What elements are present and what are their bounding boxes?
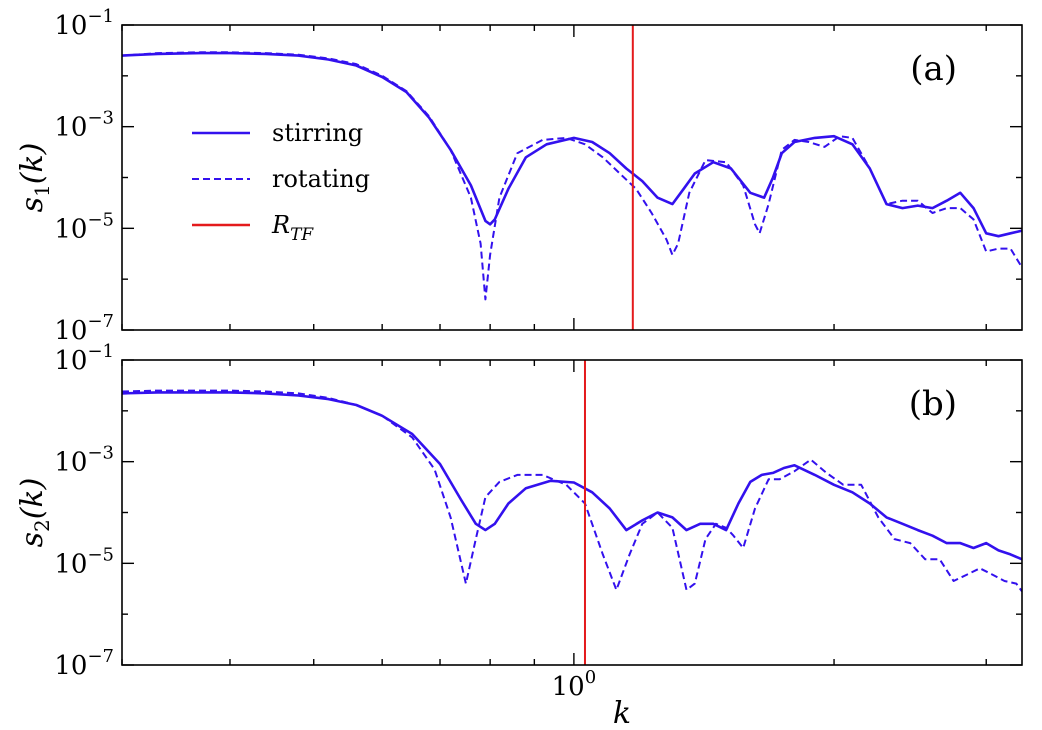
panel-label: (a)	[910, 49, 957, 89]
plot-frame	[121, 359, 1023, 666]
x-tick-label: 100	[552, 667, 597, 702]
series-rotating	[122, 51, 1022, 301]
panel-a: 10−110−310−510−7(a)s1(k)stirringrotating…	[15, 6, 1023, 346]
y-tick-label: 10−3	[54, 108, 114, 143]
panel-label: (b)	[909, 384, 957, 424]
panel-b: 10−1 10−3 10−5 10−7 100 (b) s2(k) k	[15, 341, 1023, 730]
series-stirring	[122, 51, 1022, 238]
y-tick-label: 10−5	[54, 209, 114, 244]
plot-frame	[121, 24, 1023, 331]
legend-label: rotating	[272, 165, 370, 193]
y-tick-label: 10−3	[54, 443, 114, 478]
series-stirring	[122, 391, 1022, 561]
legend-label: stirring	[272, 119, 363, 147]
x-axis-label: k	[613, 696, 631, 730]
series-rotating	[122, 389, 1022, 592]
y-tick-label: 10−5	[54, 544, 114, 579]
y-tick-label: 10−1	[54, 341, 114, 376]
legend-label: RTF	[271, 211, 314, 245]
legend: stirring rotating RTF	[192, 119, 370, 245]
y-axis-label: s2(k)	[15, 478, 54, 548]
y-tick-label: 10−1	[54, 6, 114, 41]
y-tick-label: 10−7	[54, 646, 114, 681]
y-axis-label: s1(k)	[15, 143, 54, 213]
